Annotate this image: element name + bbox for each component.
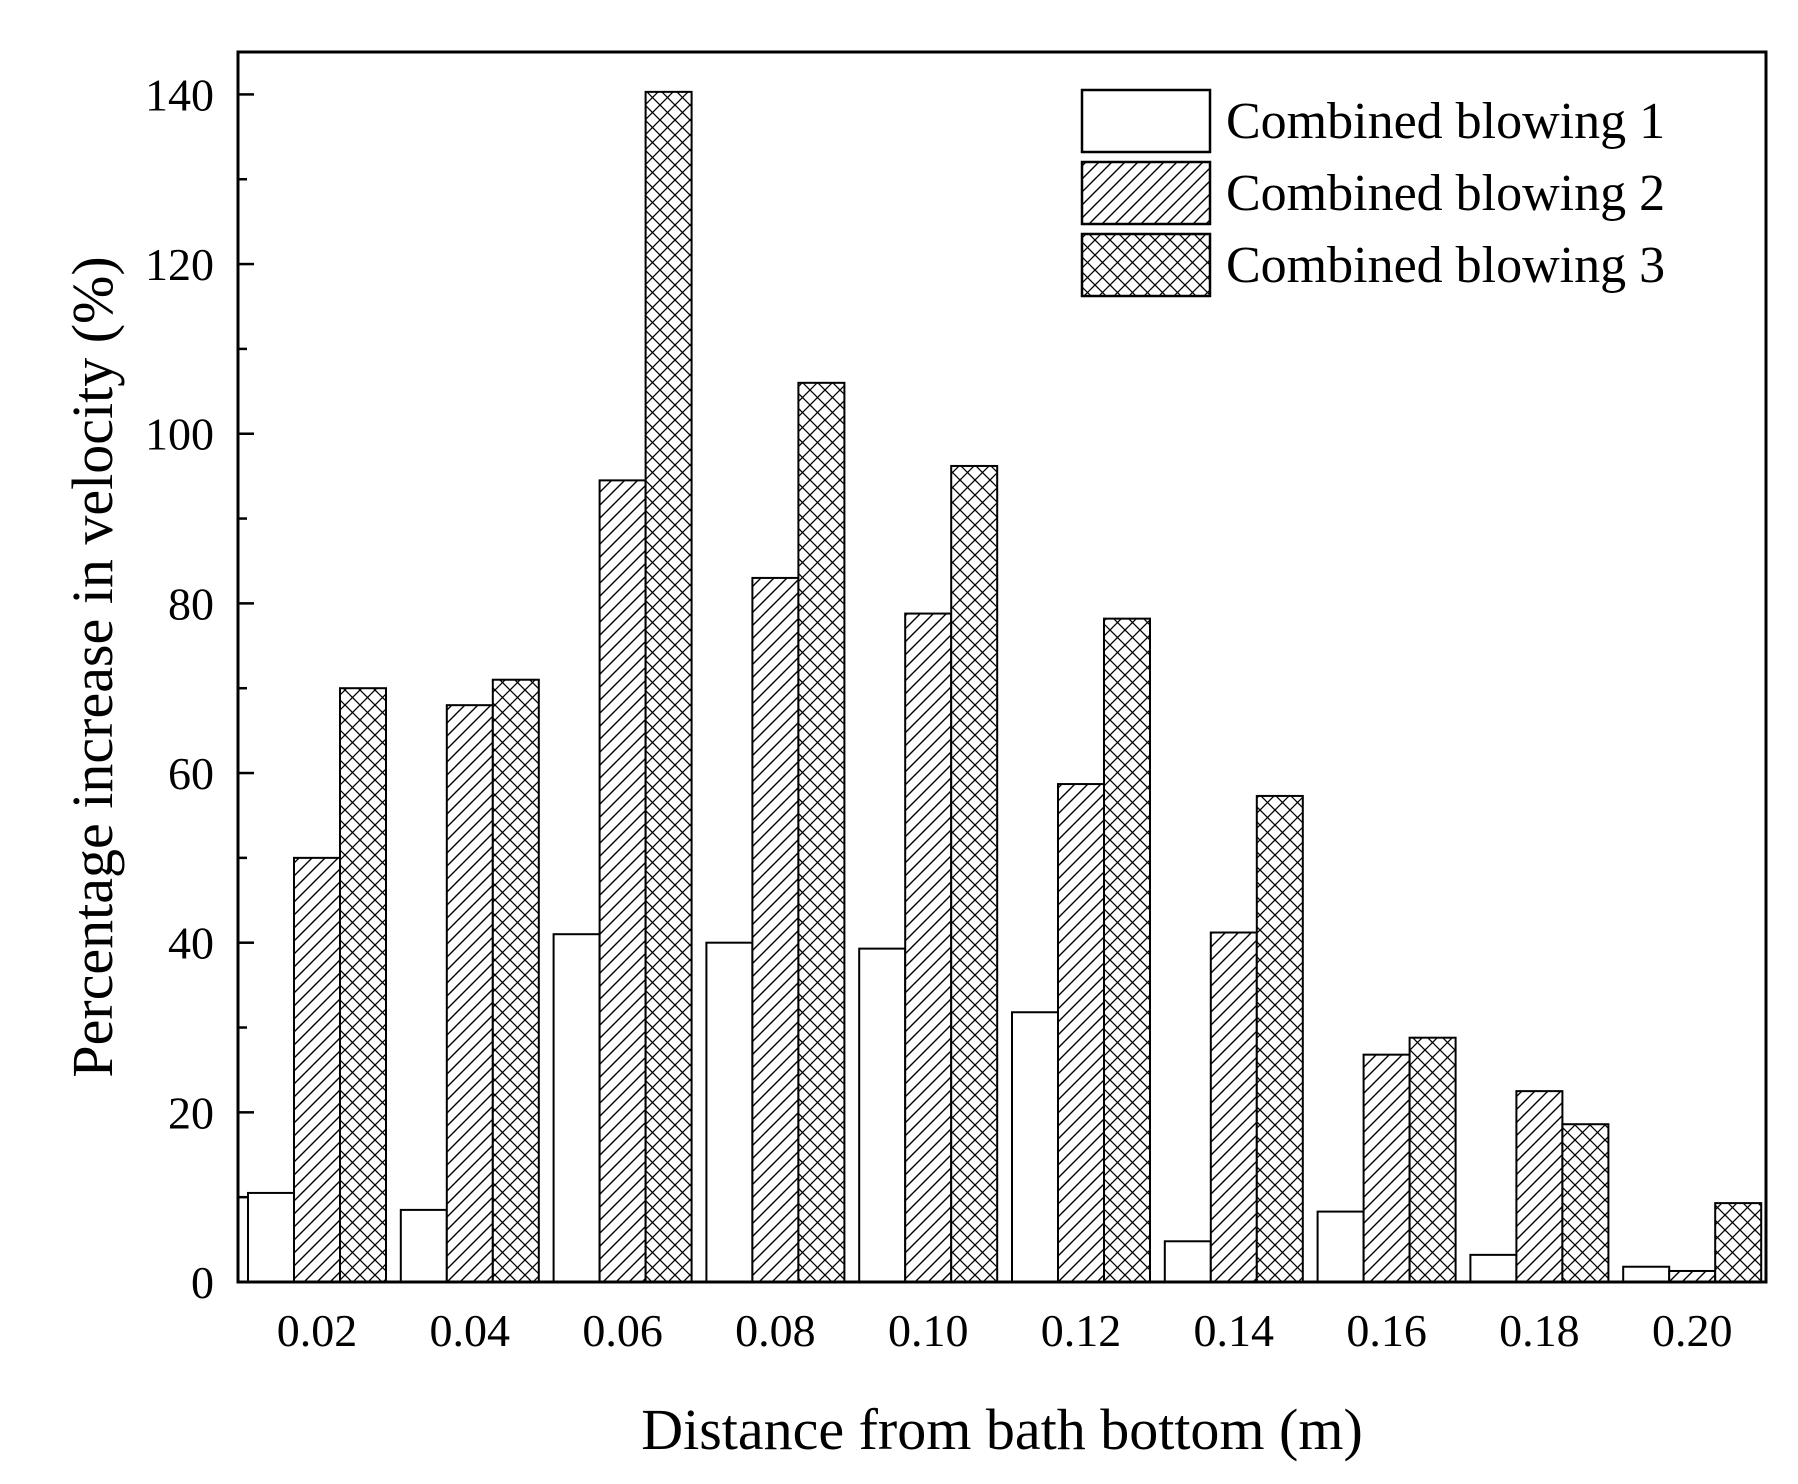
bar-0.14-series-1 <box>1163 1240 1212 1283</box>
legend-label-2: Combined blowing 2 <box>1226 165 1665 222</box>
bar-0.02-series-3 <box>339 687 387 1283</box>
bar-0.18-series-1 <box>1469 1253 1518 1284</box>
bar-0.18-series-3 <box>1561 1123 1610 1284</box>
bar-0.08-series-1 <box>705 941 754 1283</box>
bar-0.18-series-2 <box>1515 1090 1564 1284</box>
bar-0.04-series-1 <box>399 1208 448 1284</box>
bar-0.16-series-3 <box>1408 1036 1457 1283</box>
bar-0.14-series-3 <box>1255 794 1304 1283</box>
bars-layer <box>247 90 1763 1284</box>
bar-0.20-series-2 <box>1668 1269 1717 1283</box>
bar-0.08-series-2 <box>751 576 800 1283</box>
bar-0.06-series-1 <box>552 933 601 1283</box>
y-axis-title: Percentage increase in velocity (%) <box>60 256 125 1077</box>
legend-label-1: Combined blowing 1 <box>1226 93 1665 150</box>
bar-0.20-series-3 <box>1714 1202 1763 1284</box>
x-tick-label: 0.12 <box>1041 1305 1122 1356</box>
y-tick-label: 60 <box>168 748 214 799</box>
legend-swatch-3 <box>1080 232 1212 298</box>
x-tick-label: 0.14 <box>1194 1305 1275 1356</box>
y-tick-label: 120 <box>145 239 214 290</box>
y-tick-label: 0 <box>191 1257 214 1308</box>
legend-swatch-1 <box>1080 88 1212 154</box>
y-tick-label: 140 <box>145 69 214 120</box>
plot-frame <box>236 50 1768 1284</box>
y-tick-label: 40 <box>168 918 214 969</box>
bar-0.16-series-1 <box>1316 1210 1365 1284</box>
y-tick-label: 80 <box>168 578 214 629</box>
bar-0.04-series-2 <box>445 704 494 1283</box>
bar-0.06-series-2 <box>598 479 647 1283</box>
bar-0.02-series-2 <box>293 856 341 1283</box>
bar-0.20-series-1 <box>1622 1265 1671 1284</box>
y-tick-label: 20 <box>168 1087 214 1138</box>
bar-0.04-series-3 <box>491 678 540 1283</box>
bar-0.08-series-3 <box>797 381 846 1283</box>
bar-0.02-series-1 <box>247 1191 295 1283</box>
x-tick-label: 0.08 <box>735 1305 816 1356</box>
legend: Combined blowing 1 Combined blowing 2 Comb… <box>1080 88 1665 298</box>
x-tick-label: 0.04 <box>430 1305 511 1356</box>
x-tick-label: 0.20 <box>1652 1305 1733 1356</box>
x-tick-label: 0.18 <box>1499 1305 1580 1356</box>
x-tick-label: 0.10 <box>888 1305 969 1356</box>
bar-0.10-series-2 <box>904 612 953 1283</box>
bar-0.10-series-3 <box>950 464 999 1283</box>
bar-0.12-series-2 <box>1057 783 1105 1283</box>
bar-0.12-series-1 <box>1011 1011 1059 1283</box>
bar-0.12-series-3 <box>1103 617 1151 1283</box>
bar-0.10-series-1 <box>858 947 907 1283</box>
legend-swatch-2 <box>1080 160 1212 226</box>
x-tick-label: 0.06 <box>582 1305 663 1356</box>
bar-0.06-series-3 <box>644 90 693 1283</box>
axes-layer: 0 20 40 60 80 100 120 140 0.02 0.04 0.06 0.08 0.10 0.… <box>60 50 1768 1462</box>
bar-0.14-series-2 <box>1209 931 1258 1283</box>
x-tick-label: 0.02 <box>277 1305 358 1356</box>
y-tick-label: 100 <box>145 409 214 460</box>
x-tick-label: 0.16 <box>1346 1305 1427 1356</box>
x-axis-title: Distance from bath bottom (m) <box>641 1397 1363 1462</box>
bar-0.16-series-2 <box>1362 1053 1411 1284</box>
legend-label-3: Combined blowing 3 <box>1226 237 1665 294</box>
